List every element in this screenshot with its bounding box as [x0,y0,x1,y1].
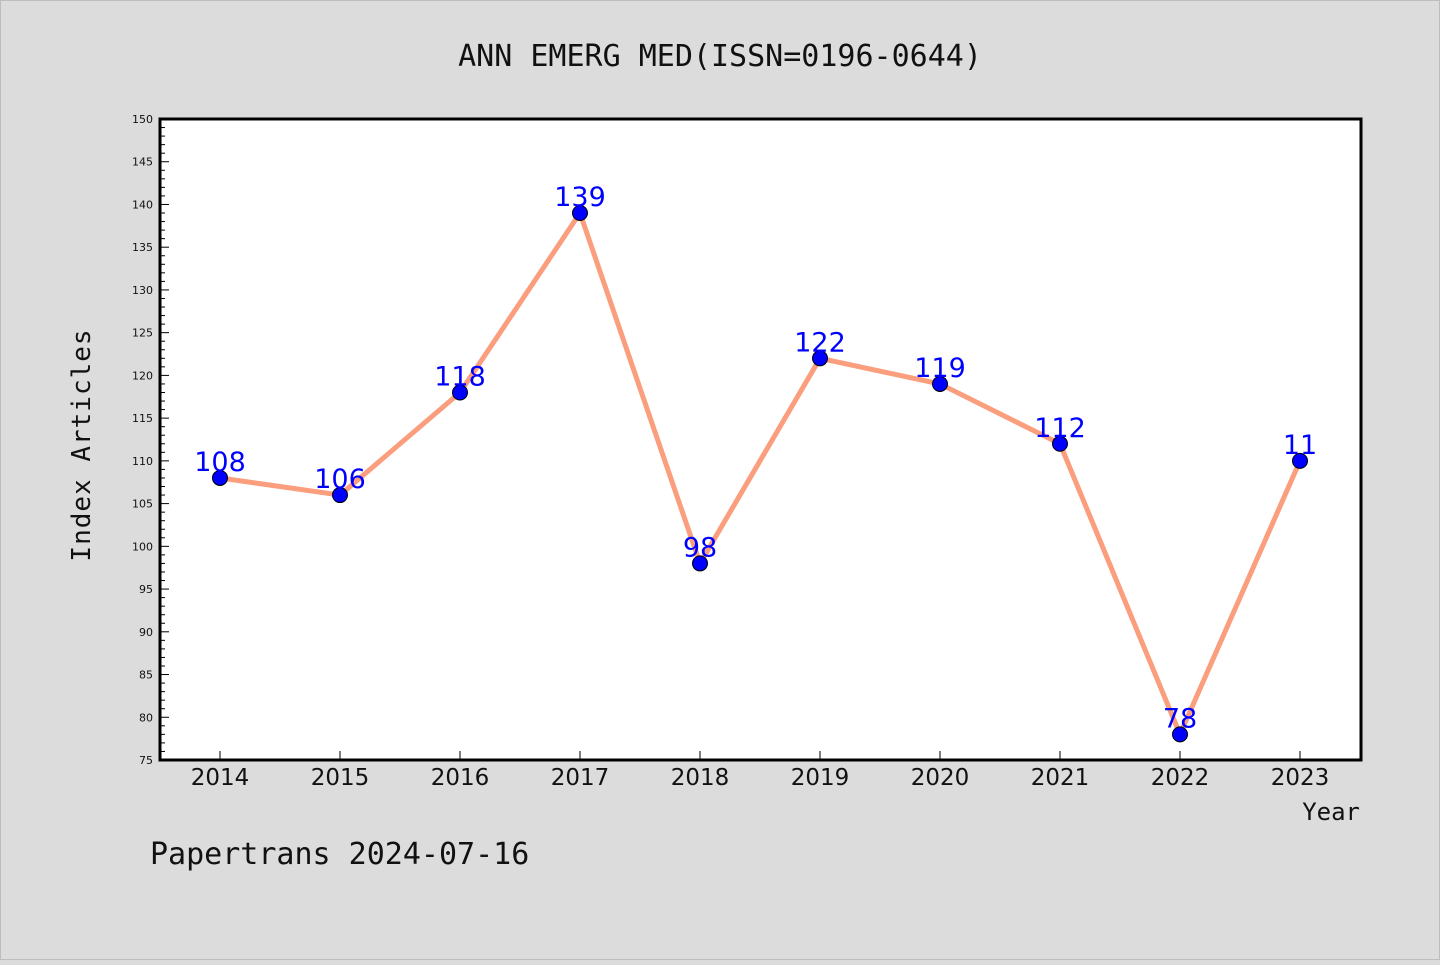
y-tick-label: 150 [132,113,153,126]
data-label: 98 [683,532,717,563]
y-tick-label: 130 [132,284,153,297]
y-tick-label: 135 [132,241,153,254]
data-point [212,469,228,486]
y-tick-label: 140 [132,198,153,211]
y-tick-label: 80 [139,711,153,724]
y-tick-label: 145 [132,156,153,169]
data-point [1292,452,1308,469]
data-point [572,205,588,222]
x-tick-label: 2020 [911,765,970,791]
x-tick-label: 2019 [791,765,850,791]
data-label: 122 [794,327,846,358]
data-label: 11 [1283,430,1317,461]
data-label: 112 [1034,413,1086,444]
y-axis-label: Index Articles [67,328,97,561]
y-tick-label: 95 [139,583,153,596]
footer-credit: Papertrans 2024-07-16 [150,837,529,872]
data-point [332,487,348,504]
y-axis: 75 80 85 90 95 100 105 110 115 120 125 130 135 140 145… [132,113,169,767]
y-tick-label: 100 [132,540,153,553]
x-axis: 2014 2015 2016 2017 2018 2019 2020 2021 2022 2023 [191,751,1330,791]
x-tick-label: 2018 [671,765,730,791]
series-markers-group [212,205,1308,743]
data-point [812,350,828,367]
data-label: 106 [314,464,366,495]
data-point [452,384,468,401]
x-tick-label: 2015 [311,765,370,791]
x-tick-label: 2022 [1151,765,1210,791]
data-label: 139 [554,182,606,213]
x-tick-label: 2016 [431,765,490,791]
series-line [217,210,1303,737]
y-tick-label: 120 [132,369,153,382]
x-tick-label: 2014 [191,765,250,791]
y-tick-label: 85 [139,669,153,682]
x-tick-label: 2021 [1031,765,1090,791]
plot-area [158,117,1363,762]
x-axis-label: Year [1302,798,1360,826]
series-line-group [217,210,1303,737]
y-tick-label: 110 [132,455,153,468]
data-label: 118 [434,361,486,392]
y-tick-label: 90 [139,626,153,639]
x-tick-label: 2017 [551,765,610,791]
data-point [932,375,948,392]
x-tick-label: 2023 [1271,765,1330,791]
data-labels-group: 108 106 118 139 98 122 119 112 78 11 [194,182,1317,734]
data-point [1052,435,1068,452]
y-tick-label: 125 [132,327,153,340]
chart-title: ANN EMERG MED(ISSN=0196-0644) [458,39,982,74]
data-label: 108 [194,447,246,478]
data-point [692,555,708,572]
data-point [1172,726,1188,743]
y-tick-label: 105 [132,498,153,511]
data-label: 119 [914,353,966,384]
y-tick-label: 75 [139,754,153,767]
data-label: 78 [1163,703,1197,734]
y-tick-label: 115 [132,412,153,425]
